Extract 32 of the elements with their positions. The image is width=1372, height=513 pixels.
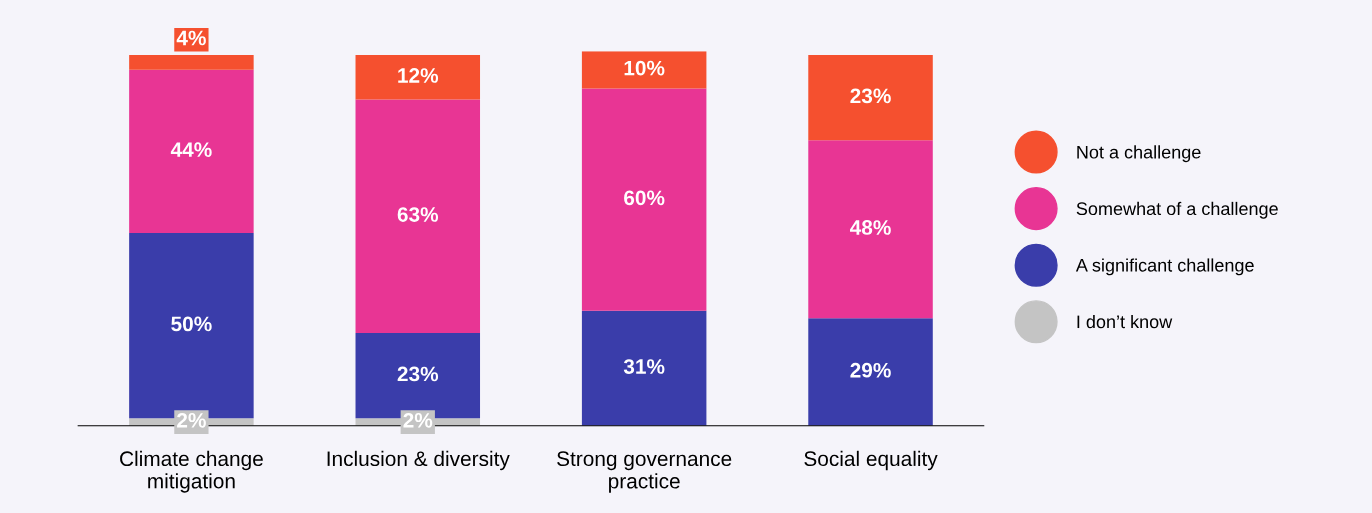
x-tick-label: Social equality — [804, 450, 938, 471]
legend-label: Somewhat of a challenge — [1076, 201, 1278, 219]
legend-label: Not a challenge — [1077, 145, 1201, 163]
bar — [808, 318, 933, 426]
bar — [581, 88, 707, 311]
data-label: 2% — [177, 412, 206, 428]
bar — [129, 55, 254, 70]
data-label: 10% — [624, 60, 665, 76]
bar — [355, 99, 481, 334]
data-label: 29% — [850, 362, 891, 378]
data-label: 4% — [176, 30, 206, 46]
x-tick-label: Climate change mitigation — [120, 450, 263, 493]
x-tick-label: Inclusion & diversity — [327, 450, 510, 471]
data-label: 31% — [623, 359, 665, 374]
data-label: 50% — [171, 316, 212, 332]
data-label: 2% — [403, 412, 433, 428]
data-label: 23% — [397, 366, 439, 382]
data-label: 48% — [850, 220, 891, 235]
bar — [581, 310, 707, 426]
bar — [355, 55, 481, 100]
data-label: 63% — [397, 207, 439, 222]
legend-label: I don’t know — [1077, 314, 1173, 329]
bar — [581, 51, 707, 89]
bar — [808, 140, 933, 319]
bar — [808, 55, 933, 141]
data-label: 44% — [170, 142, 212, 157]
data-label: 12% — [398, 68, 439, 83]
data-label: 60% — [624, 190, 665, 206]
legend-label: A significant challenge — [1075, 258, 1254, 276]
x-tick-label: Strong governance practice — [557, 451, 732, 493]
bar — [129, 69, 254, 233]
data-label: 23% — [850, 88, 891, 104]
